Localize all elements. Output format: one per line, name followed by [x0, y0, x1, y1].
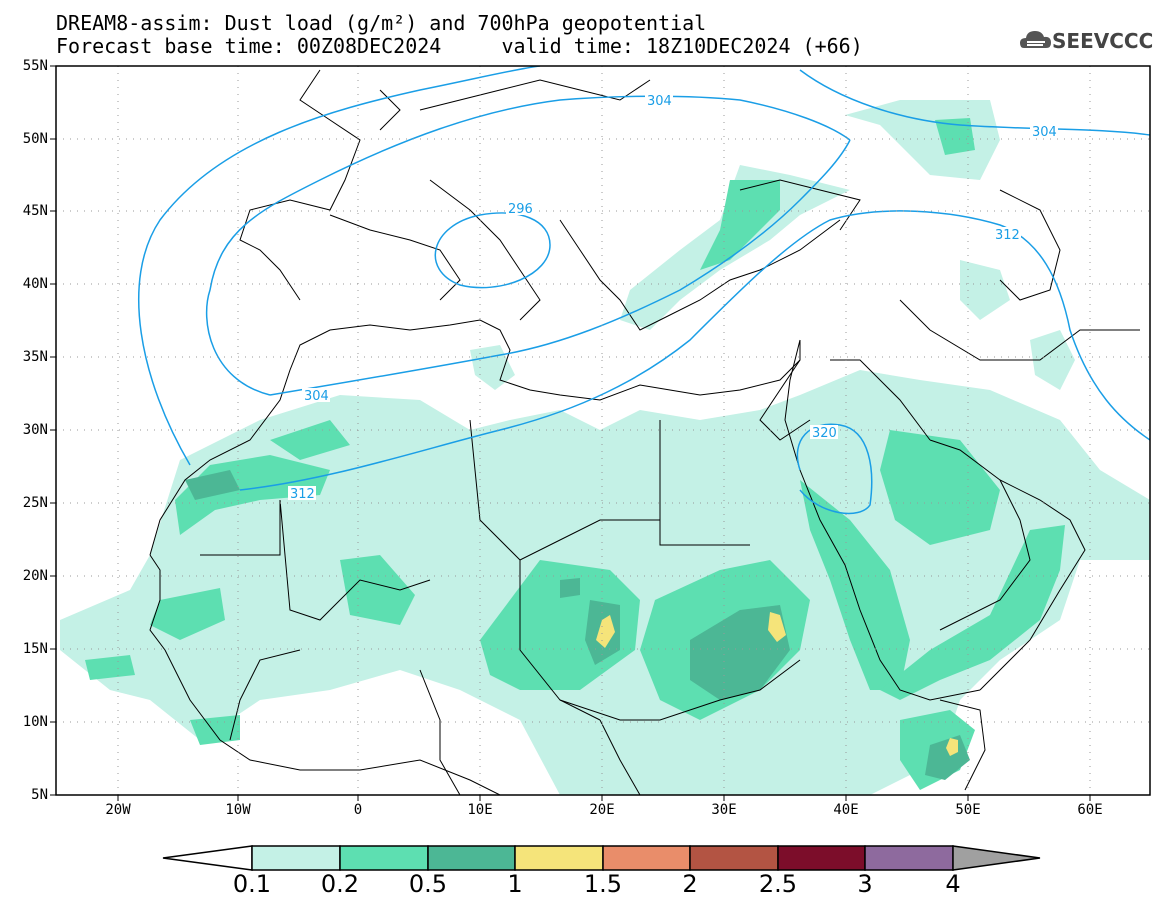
colorbar-label: 0.2 [320, 870, 360, 898]
dust-level-0-5 [185, 470, 970, 780]
colorbar-label: 1.5 [583, 870, 623, 898]
colorbar-label: 3 [857, 870, 873, 898]
lon-label: 20E [589, 802, 615, 818]
lon-label: 60E [1077, 802, 1103, 818]
colorbar-max-arrow [952, 845, 1041, 871]
lat-label: 20N [22, 568, 48, 584]
colorbar-segment [251, 845, 341, 871]
colorbar-segment [689, 845, 779, 871]
contour-label: 312 [290, 487, 315, 502]
contour-label: 304 [1032, 125, 1057, 140]
dust-level-1 [596, 612, 958, 756]
colorbar-segment [602, 845, 691, 871]
colorbar-label: 0.1 [232, 870, 272, 898]
lon-label: 10W [225, 802, 251, 818]
lon-label: 0 [353, 802, 363, 818]
map-subtitle-times: Forecast base time: 00Z08DEC2024 valid t… [56, 34, 863, 58]
logo-text: SEEVCCC [1052, 29, 1154, 53]
lon-label: 40E [833, 802, 859, 818]
contour-label: 304 [647, 94, 672, 109]
colorbar-label: 2.5 [758, 870, 798, 898]
geopotential-contours [138, 66, 1150, 515]
lat-label: 10N [22, 714, 48, 730]
map-title: DREAM8-assim: Dust load (g/m²) and 700hP… [56, 11, 707, 35]
lat-label: 55N [22, 58, 48, 74]
lon-label: 50E [955, 802, 981, 818]
lon-label: 10E [467, 802, 493, 818]
lat-label: 40N [22, 276, 48, 292]
colorbar-segment [514, 845, 604, 871]
axis-ticks [50, 65, 1091, 801]
lat-label: 35N [22, 349, 48, 365]
colorbar-segment [777, 845, 866, 871]
lat-label: 30N [22, 422, 48, 438]
contour-label: 312 [995, 228, 1020, 243]
lat-label: 15N [22, 641, 48, 657]
contour-label: 304 [304, 389, 329, 404]
cloud-icon [1020, 31, 1051, 48]
lat-label: 5N [31, 787, 48, 803]
colorbar-label: 1 [507, 870, 523, 898]
contour-label: 320 [812, 426, 837, 441]
lon-label: 30E [711, 802, 737, 818]
colorbar-label: 2 [682, 870, 698, 898]
lat-lon-grid [56, 66, 1150, 795]
lat-label: 25N [22, 495, 48, 511]
lon-label: 20W [105, 802, 131, 818]
colorbar-min-arrow [162, 845, 253, 871]
colorbar-segment [427, 845, 516, 871]
contour-labels: 304 304 296 312 304 312 320 [288, 93, 1058, 502]
coastlines-and-borders [149, 69, 1140, 795]
contour-label: 296 [508, 202, 533, 217]
colorbar-segment [864, 845, 954, 871]
colorbar-label: 0.5 [408, 870, 448, 898]
lat-label: 45N [22, 203, 48, 219]
colorbar-segment [339, 845, 429, 871]
lat-label: 50N [22, 131, 48, 147]
colorbar-label: 4 [945, 870, 961, 898]
